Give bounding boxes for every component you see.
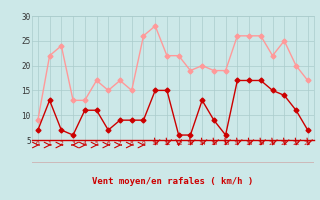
Text: Vent moyen/en rafales ( km/h ): Vent moyen/en rafales ( km/h ): [92, 176, 253, 186]
